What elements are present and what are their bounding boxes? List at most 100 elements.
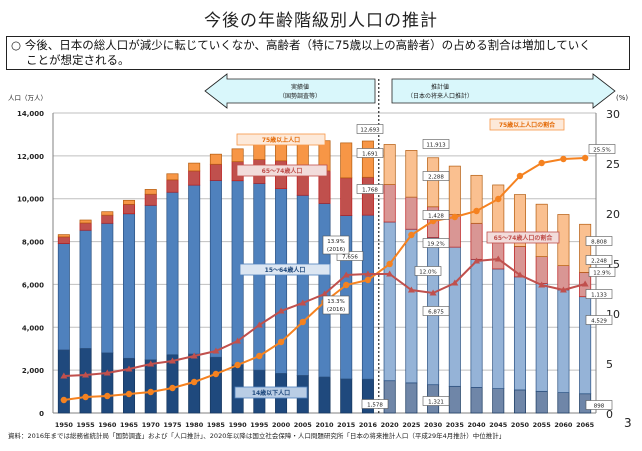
- data-label-box: [422, 171, 450, 181]
- bar-age65-74: [361, 176, 374, 216]
- x-tick-label: 2015: [337, 421, 356, 429]
- marker-line75: [343, 281, 350, 289]
- page-title: 今後の年齢階級別人口の推計: [204, 11, 438, 31]
- marker-line65-74: [234, 337, 242, 344]
- bar-age75plus: [231, 148, 244, 162]
- data-label: 12,693: [360, 128, 380, 134]
- data-label: 11,913: [426, 143, 446, 149]
- bar-age0-14: [535, 390, 548, 414]
- data-label: 2,288: [428, 175, 444, 181]
- data-label: 19.2%: [427, 242, 444, 248]
- bullet-icon: ○: [11, 38, 22, 52]
- marker-line75: [581, 154, 589, 162]
- bar-age65-74: [188, 170, 201, 186]
- data-label-box: [322, 235, 350, 255]
- bar-age65-74: [470, 222, 483, 260]
- y-axis-label: 人口（万人）: [8, 94, 47, 102]
- data-label: 4,529: [591, 319, 607, 325]
- marker-line75: [147, 388, 154, 396]
- bar-age65-74: [144, 193, 157, 206]
- data-label-box: [585, 400, 613, 410]
- bar-age15-64: [557, 289, 570, 393]
- bar-age65-74: [535, 256, 548, 284]
- y-tick-label: 12,000: [17, 153, 44, 161]
- y2-tick-label: 25: [606, 158, 620, 171]
- x-tick-label: 2020: [381, 421, 400, 429]
- y2-axis-label: (%): [616, 94, 628, 102]
- bar-age15-64: [448, 246, 461, 387]
- x-tick-label: 1985: [207, 421, 226, 429]
- data-label-box: [585, 315, 613, 325]
- bar-age75plus: [579, 223, 592, 273]
- marker-line65-74: [147, 360, 155, 367]
- marker-line75: [60, 396, 68, 404]
- actual-arrow: 実績値 （国勢調査等）: [204, 73, 376, 109]
- marker-line65-74: [190, 352, 198, 359]
- projection-arrow: 推計値 （日本の将来人口推計）: [391, 73, 616, 109]
- x-tick-label: 1950: [55, 421, 74, 429]
- bar-age15-64: [513, 276, 526, 391]
- y-tick-label: 0: [39, 410, 44, 418]
- legend-callout-label: 65～74歳人口: [262, 167, 303, 175]
- data-label-box: [336, 251, 364, 261]
- marker-line75: [256, 352, 263, 360]
- x-tick-label: 2045: [489, 421, 508, 429]
- data-label-box: [585, 236, 613, 246]
- legend-callout-label: 65～74歳人口の割合: [494, 234, 554, 242]
- marker-line75: [104, 392, 111, 400]
- summary-line-2: ことが想定される。: [26, 53, 130, 67]
- data-label: 7,656: [342, 255, 358, 261]
- bar-age15-64: [79, 229, 92, 349]
- marker-line65-74: [60, 372, 68, 379]
- bar-age15-64: [57, 243, 70, 351]
- bar-age75plus: [383, 144, 396, 185]
- y2-tick-label: 30: [606, 108, 620, 121]
- bar-age75plus: [361, 140, 374, 178]
- marker-line75: [190, 378, 198, 386]
- marker-line65-74: [364, 270, 372, 277]
- bar-age75plus: [57, 234, 70, 238]
- marker-line65-74: [559, 286, 567, 293]
- x-tick-label: 1970: [142, 421, 161, 429]
- marker-line65-74: [342, 271, 350, 278]
- marker-line75: [234, 361, 241, 369]
- bar-age15-64: [144, 204, 157, 361]
- bar-age15-64: [492, 268, 505, 389]
- data-label: 1,578: [367, 403, 383, 409]
- marker-line65-74: [125, 365, 133, 372]
- right-arrow-shape: [391, 73, 616, 109]
- bar-age15-64: [383, 221, 396, 382]
- marker-line65-74: [386, 270, 394, 277]
- bar-age65-74: [166, 179, 179, 193]
- data-label: 2,248: [591, 259, 607, 265]
- data-label: 12.9%: [593, 271, 610, 277]
- data-label-box: [585, 289, 613, 299]
- bar-age15-64: [470, 258, 483, 388]
- marker-line65-74: [255, 321, 263, 328]
- x-tick-label: 1975: [163, 421, 182, 429]
- legend-callout-box: [236, 133, 326, 146]
- marker-line65-74: [277, 307, 285, 314]
- summary-line-1: ○ 今後、日本の総人口が減少に転じていくなか、高齢者（特に75歳以上の高齢者）の…: [11, 38, 625, 53]
- source-note: 資料：2016年までは総務省統計局「国勢調査」および「人口推計」、2020年以降…: [8, 432, 506, 440]
- x-tick-label: 2016: [359, 421, 378, 429]
- marker-line65-74: [516, 271, 524, 278]
- data-label-box: [588, 144, 616, 154]
- marker-line65-74: [82, 371, 90, 378]
- bar-age0-14: [209, 356, 222, 414]
- bar-age75plus: [405, 150, 418, 198]
- bar-age75plus: [79, 219, 92, 224]
- marker-line75: [473, 207, 480, 215]
- projection-label-2: （日本の将来人口推計）: [407, 92, 473, 100]
- marker-line75: [82, 393, 89, 401]
- data-label-box: [356, 184, 384, 194]
- marker-line65-74: [168, 357, 176, 364]
- x-tick-label: 2030: [424, 421, 443, 429]
- bar-age75plus: [123, 199, 136, 205]
- x-tick-label: 1980: [185, 421, 204, 429]
- x-tick-label: 2005: [294, 421, 313, 429]
- bar-age65-74: [340, 177, 353, 216]
- bar-age75plus: [448, 165, 461, 215]
- bar-age0-14: [318, 376, 331, 414]
- marker-line65-74: [299, 299, 307, 306]
